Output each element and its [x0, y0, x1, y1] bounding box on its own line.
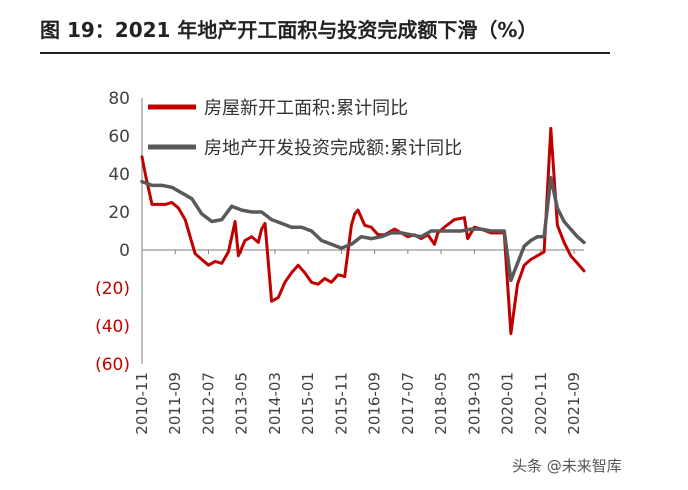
series-line-investment — [140, 176, 586, 283]
series-line-new-starts — [140, 126, 586, 336]
y-tick-label: 20 — [108, 203, 130, 223]
x-tick-label: 2014-03 — [266, 372, 284, 435]
x-tick-label: 2019-03 — [465, 372, 483, 435]
y-tick-label: (40) — [95, 317, 130, 337]
y-tick-label: (20) — [95, 279, 130, 299]
x-tick-label: 2020-11 — [532, 372, 550, 435]
axes: 80 60 40 20 0 (20) (40) (60)2010-11 2011-09 2012-… — [95, 89, 584, 435]
x-tick-label: 2015-11 — [332, 372, 350, 435]
figure-title: 图 19：2021 年地产开工面积与投资完成额下滑（%） — [40, 18, 538, 42]
y-tick-label: 60 — [108, 127, 130, 147]
series-lines — [140, 126, 586, 336]
x-tick-label: 2018-05 — [432, 372, 450, 435]
x-tick-label: 2013-05 — [233, 372, 251, 435]
x-tick-label: 2020-01 — [499, 372, 517, 435]
x-tick-label: 2016-09 — [366, 372, 384, 435]
x-tick-label: 2011-09 — [166, 372, 184, 435]
y-tick-label: 40 — [108, 165, 130, 185]
x-tick-label: 2015-01 — [299, 372, 317, 435]
watermark: 头条 @未来智库 — [512, 457, 622, 475]
legend-label: 房地产开发投资完成额:累计同比 — [204, 138, 462, 159]
y-tick-label: 0 — [119, 241, 130, 261]
x-tick-label: 2021-09 — [565, 372, 583, 435]
x-tick-label: 2012-07 — [199, 372, 217, 435]
x-tick-label: 2010-11 — [133, 372, 151, 435]
y-tick-label: 80 — [108, 89, 130, 109]
x-tick-label: 2017-07 — [399, 372, 417, 435]
legend-label: 房屋新开工面积:累计同比 — [204, 98, 408, 119]
y-tick-label: (60) — [95, 355, 130, 375]
title-rule — [40, 52, 610, 54]
